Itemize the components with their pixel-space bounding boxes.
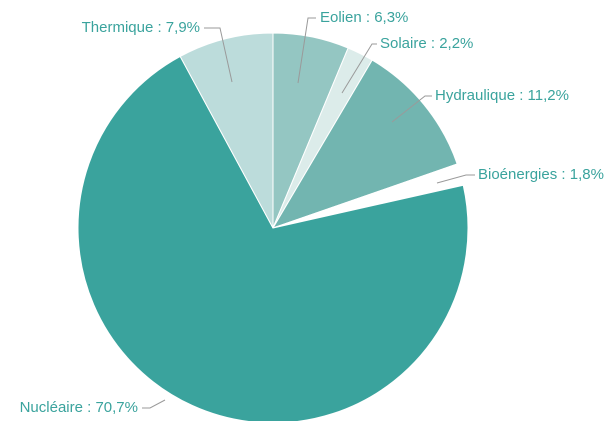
pie-slice (271, 59, 458, 229)
leader-line (142, 399, 166, 409)
leader-line (436, 174, 475, 184)
slice-label: Thermique : 7,9% (82, 19, 200, 36)
slice-label: Solaire : 2,2% (380, 35, 473, 52)
slice-label: Eolien : 6,3% (320, 9, 408, 26)
slice-label: Hydraulique : 11,2% (435, 87, 569, 104)
leader-line (391, 95, 432, 123)
slice-label: Nucléaire : 70,7% (20, 399, 138, 416)
slice-label: Bioénergies : 1,8% (478, 166, 604, 183)
pie-slice (179, 32, 274, 229)
pie-slice (77, 55, 469, 421)
leader-line (341, 43, 377, 94)
leader-line (204, 27, 233, 83)
leader-line (297, 17, 316, 84)
